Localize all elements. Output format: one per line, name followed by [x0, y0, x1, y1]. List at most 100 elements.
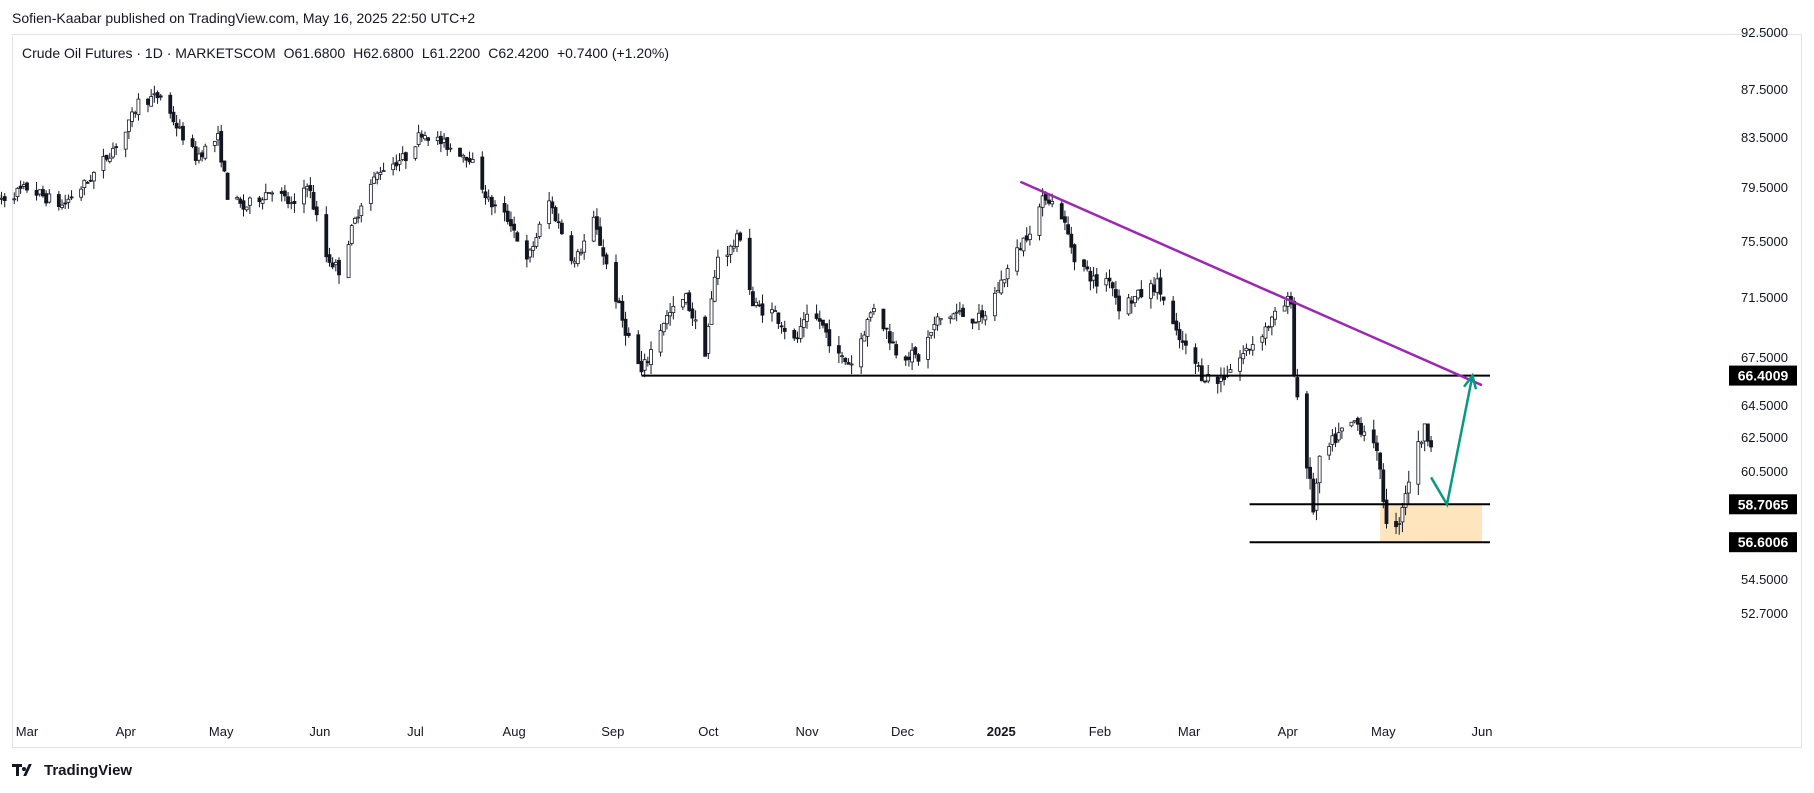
candle-body: [104, 154, 109, 160]
candle-body: [114, 146, 119, 149]
candle-body: [244, 206, 249, 211]
candle-body: [1152, 284, 1156, 293]
candle-body: [419, 133, 424, 138]
candle-body: [760, 303, 765, 316]
candle-body: [801, 319, 806, 328]
ohlc-close: C62.4200: [488, 45, 549, 61]
candle-body: [604, 254, 609, 265]
footer-brand-label: TradingView: [44, 762, 133, 779]
candle-body: [1247, 348, 1252, 351]
candle-body: [1330, 435, 1335, 445]
candle-body: [642, 359, 647, 371]
candle-body: [203, 145, 208, 159]
candle-body: [403, 152, 408, 162]
candle-body: [483, 191, 488, 199]
y-tick-label: 54.5000: [1741, 572, 1788, 587]
candle-body: [1238, 357, 1242, 372]
candle-body: [553, 207, 558, 222]
candle-body: [782, 327, 787, 332]
candle-body: [136, 98, 141, 116]
candle-body: [665, 315, 669, 325]
candle-body: [1094, 274, 1099, 287]
candle-body: [531, 246, 536, 251]
candle-body: [712, 276, 717, 302]
candle-body: [349, 225, 354, 244]
candle-body: [1381, 469, 1386, 502]
candle-body: [1260, 336, 1265, 343]
candle-body: [509, 219, 513, 227]
candle-body: [1355, 417, 1360, 425]
candle-body: [1403, 493, 1408, 508]
candle-body: [843, 357, 848, 363]
candle-body: [970, 318, 975, 324]
candle-body: [1419, 441, 1424, 445]
candle-body: [1282, 305, 1287, 312]
candle-body: [413, 146, 418, 159]
candle-body: [337, 259, 341, 276]
candle-body: [378, 171, 383, 175]
x-tick-label: Mar: [16, 724, 39, 739]
candle-body: [467, 157, 472, 163]
candle-body: [324, 214, 329, 258]
y-tick-label: 92.5000: [1741, 25, 1788, 40]
candle-body: [464, 156, 469, 161]
candle-body: [1429, 440, 1433, 448]
candle-body: [1241, 353, 1246, 360]
projection-arrow-head: [1463, 372, 1478, 390]
candle-body: [887, 331, 892, 344]
candle-body: [1219, 377, 1223, 382]
candle-body: [961, 307, 965, 317]
candle-body: [709, 298, 714, 325]
candle-body: [1266, 326, 1271, 329]
candle-body: [687, 292, 692, 311]
candle-body: [1327, 446, 1332, 456]
candle-body: [671, 305, 676, 314]
candle-body: [44, 193, 49, 204]
candle-body: [101, 156, 106, 171]
candle-body: [1063, 216, 1067, 223]
candle-body: [980, 310, 985, 318]
candle-body: [614, 262, 618, 302]
symbol-title[interactable]: Crude Oil Futures · 1D · MARKETSCOM: [22, 45, 276, 61]
y-tick-label: 75.5000: [1741, 234, 1788, 249]
candle-body: [824, 323, 829, 333]
candle-body: [130, 111, 134, 122]
candle-body: [814, 313, 819, 319]
candle-body: [174, 122, 179, 129]
candle-body: [779, 325, 784, 328]
candle-body: [247, 197, 252, 206]
candle-body: [1180, 340, 1185, 343]
y-tick-label: 87.5000: [1741, 82, 1788, 97]
y-tick-label: 83.5000: [1741, 130, 1788, 145]
candle-body: [747, 237, 752, 290]
candle-body: [1244, 347, 1249, 352]
candle-body: [999, 279, 1004, 294]
candle-body: [448, 147, 453, 150]
candle-body: [394, 162, 399, 167]
candle-body: [171, 111, 176, 123]
candle-body: [470, 159, 475, 163]
candle-body: [330, 262, 335, 268]
y-tick-label: 71.5000: [1741, 290, 1788, 305]
x-tick-label: Apr: [1278, 724, 1299, 739]
publisher-header: Sofien-Kaabar published on TradingView.c…: [12, 10, 476, 26]
candle-body: [123, 131, 128, 150]
tradingview-logo-icon: [12, 763, 38, 778]
candle-body: [977, 312, 981, 322]
candle-body: [728, 245, 733, 255]
footer-brand[interactable]: TradingView: [12, 762, 132, 779]
candle-body: [146, 98, 150, 105]
candle-body: [1177, 329, 1182, 341]
candle-body: [126, 119, 131, 132]
chart-frame: [12, 34, 1802, 748]
y-tick-label: 62.5000: [1741, 430, 1788, 445]
x-tick-label: Sep: [601, 724, 624, 739]
candle-body: [1349, 421, 1354, 427]
x-tick-label: May: [1371, 724, 1396, 739]
candle-body: [66, 198, 71, 203]
candle-body: [910, 349, 914, 363]
candle-body: [353, 217, 357, 224]
candle-body: [489, 196, 494, 208]
candle-body: [849, 363, 854, 366]
